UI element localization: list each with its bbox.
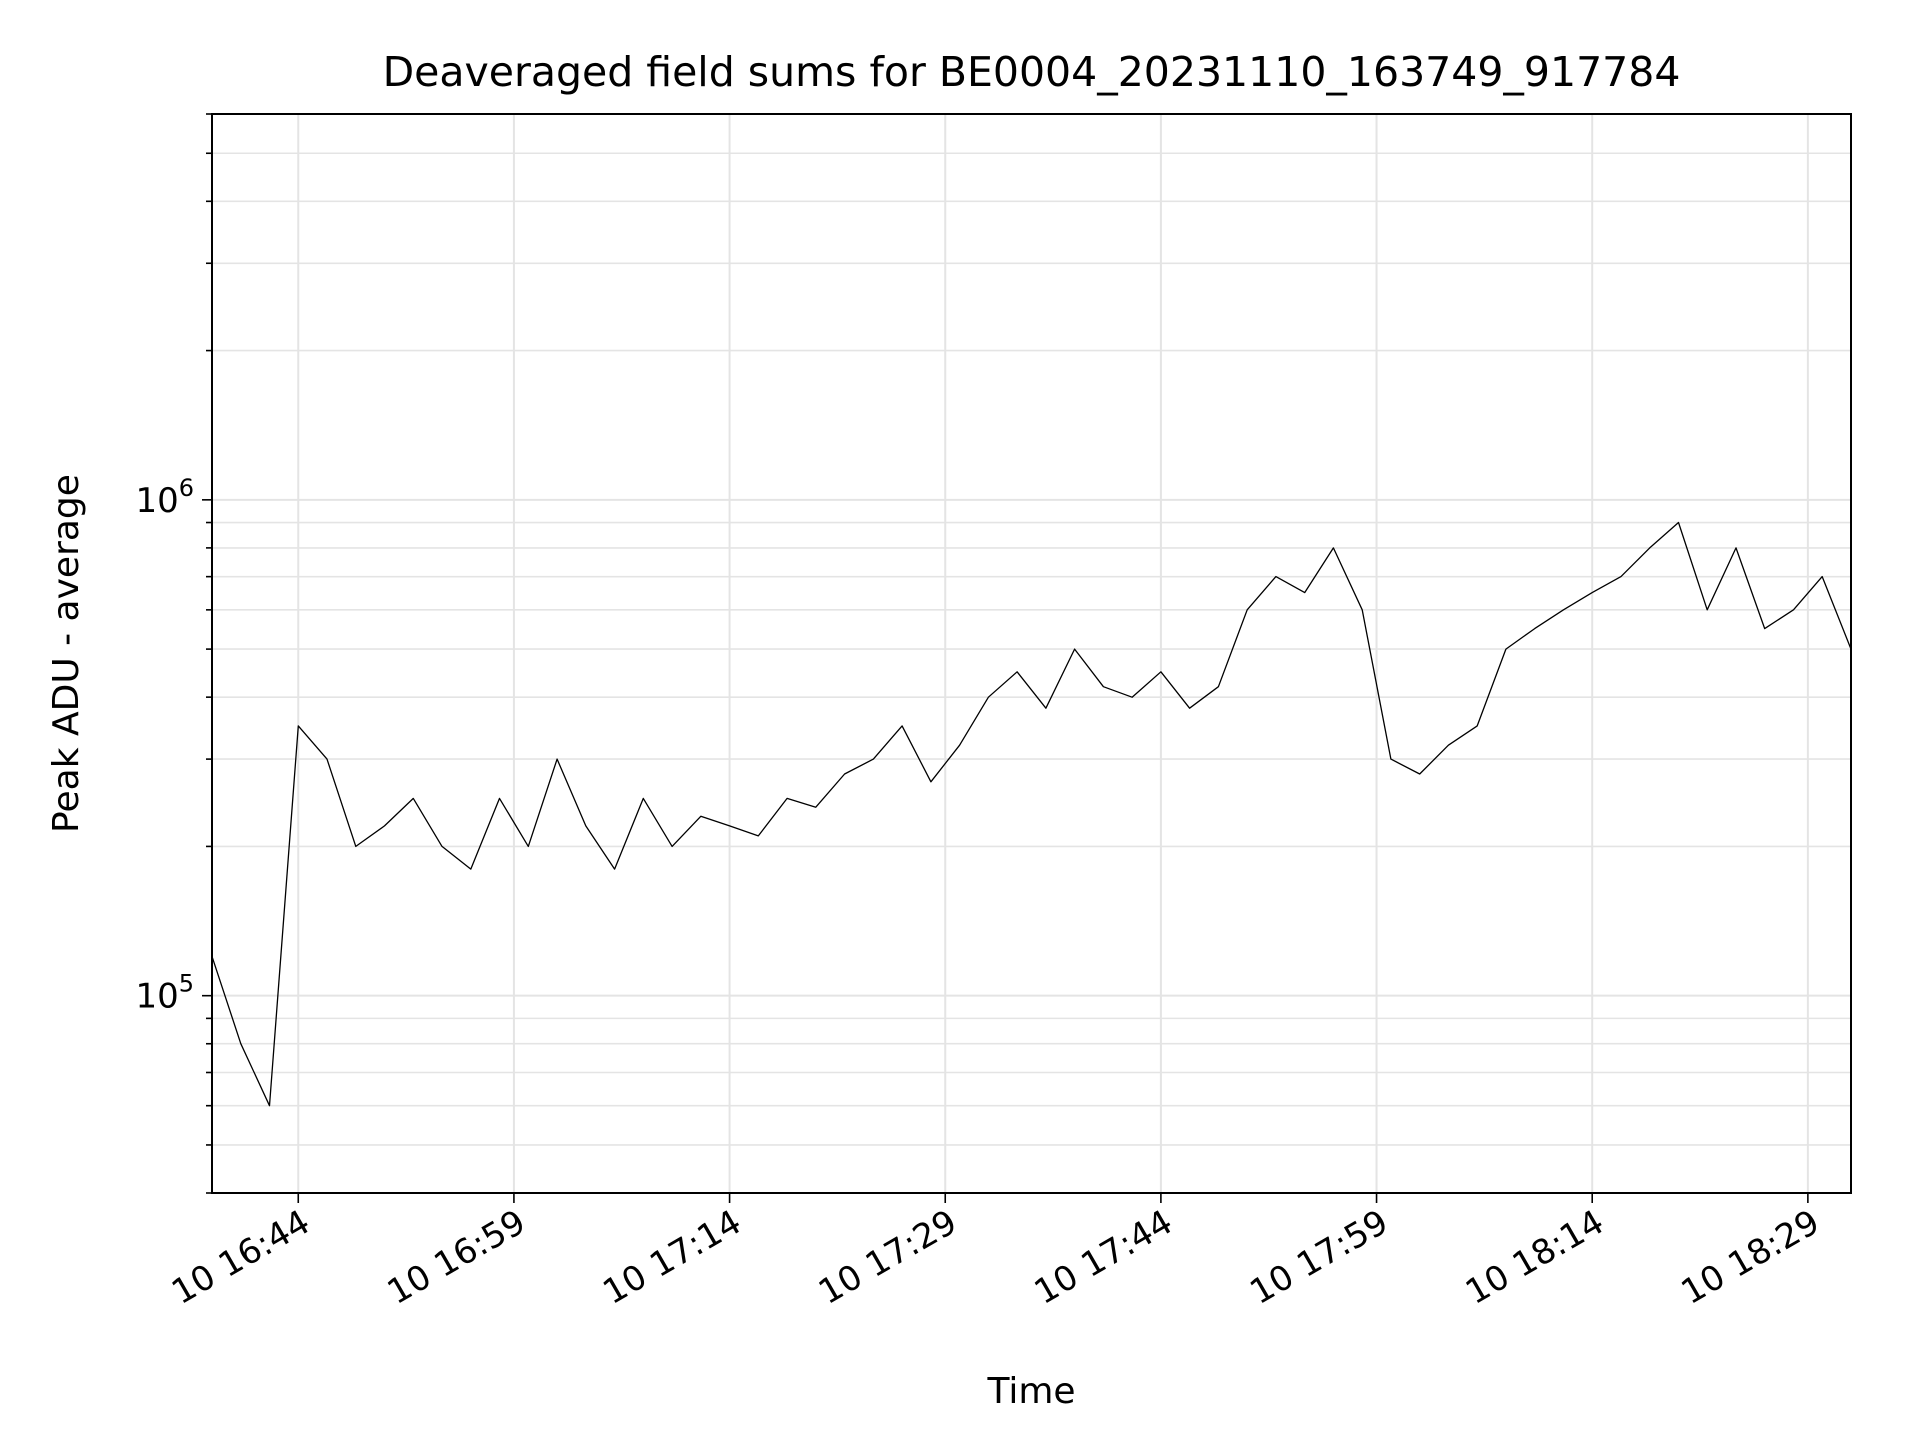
plot-frame: [211, 113, 1852, 1194]
chart-title: Deaveraged field sums for BE0004_2023111…: [383, 48, 1681, 96]
x-tick-label: 10 17:44: [1028, 1202, 1180, 1313]
x-tick-label: 10 18:29: [1675, 1202, 1827, 1313]
y-axis-label: Peak ADU - average: [46, 474, 87, 833]
x-tick-label: 10 16:44: [165, 1202, 317, 1313]
x-tick-label: 10 16:59: [381, 1202, 533, 1313]
y-tick-label: 106: [135, 474, 194, 521]
series-layer: [211, 521, 1852, 1107]
grid: [212, 113, 1851, 1194]
x-axis-label: Time: [986, 1371, 1075, 1412]
x-tick-label: 10 18:14: [1459, 1202, 1611, 1313]
y-tick-label: 105: [135, 970, 194, 1017]
x-tick-label: 10 17:59: [1243, 1202, 1395, 1313]
x-tick-label: 10 17:14: [596, 1202, 748, 1313]
ticks: 10 16:44 10 16:59 10 17:14 10 17:29 10 17:44…: [135, 113, 1827, 1313]
series-line: [211, 521, 1852, 1107]
x-tick-label: 10 17:29: [812, 1202, 964, 1313]
